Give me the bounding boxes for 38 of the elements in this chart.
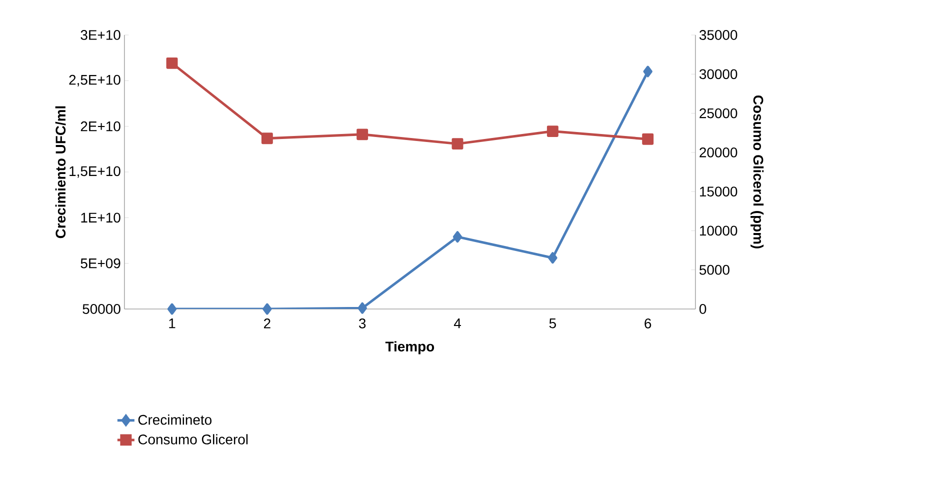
point <box>548 252 558 264</box>
x-tick-label: 2 <box>264 318 270 328</box>
y2-axis-title: Cosumo Glicerol (ppm) <box>750 95 764 248</box>
y2-tick-label: 30000 <box>699 69 738 80</box>
point <box>643 66 652 78</box>
point <box>261 132 273 144</box>
y2-tick-label: 10000 <box>700 226 738 236</box>
point <box>166 57 178 69</box>
y-tick-label: 1,5E+10 <box>70 166 120 178</box>
y2-tick-label: 20000 <box>700 147 738 158</box>
y2-tick-label: 5000 <box>700 264 730 275</box>
point <box>546 126 558 138</box>
point <box>642 133 654 145</box>
y2-tick-label: 15000 <box>700 186 738 197</box>
y2-tick-label: 0 <box>699 304 706 314</box>
y-axis-title: Crecimiento UFC/ml <box>55 106 66 238</box>
y-tick-label: 50000 <box>82 304 120 314</box>
x-tick-label: 1 <box>169 318 176 328</box>
point <box>452 138 464 150</box>
point <box>356 128 368 140</box>
y-tick-label: 1E+10 <box>81 212 120 223</box>
x-tick-label: 4 <box>454 318 461 328</box>
point <box>358 302 367 314</box>
y-tick-label: 5E+09 <box>80 258 120 268</box>
y-tick-label: 3E+10 <box>80 30 120 40</box>
point <box>262 303 272 315</box>
legend-label: Consumo Glicerol <box>138 434 248 444</box>
x-tick-label: 6 <box>644 318 652 328</box>
point <box>167 303 177 315</box>
y2-tick-label: 25000 <box>700 108 738 118</box>
x-axis-title: Tiempo <box>385 341 434 354</box>
x-tick-label: 3 <box>358 318 366 328</box>
y2-tick-label: 35000 <box>699 30 738 40</box>
point <box>452 231 462 243</box>
y-tick-label: 2E+10 <box>80 121 120 132</box>
y-tick-label: 2,5E+10 <box>69 74 120 86</box>
x-tick-label: 5 <box>549 318 556 328</box>
legend-label: Crecimineto <box>138 414 212 425</box>
